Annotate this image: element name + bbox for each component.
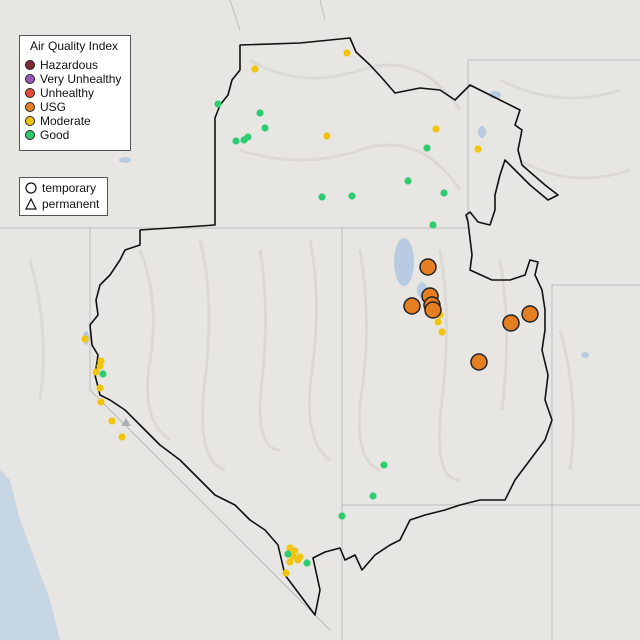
site-marker-27[interactable] — [108, 417, 116, 425]
usg-site-marker-4[interactable] — [424, 301, 442, 319]
site-marker-4[interactable] — [261, 124, 269, 132]
legend-item-hazardous: Hazardous — [25, 58, 98, 72]
site-marker-1[interactable] — [343, 49, 351, 57]
site-marker-18[interactable] — [438, 328, 446, 336]
monitor-type-legend: temporary permanent — [19, 177, 108, 216]
site-marker-31[interactable] — [338, 512, 346, 520]
circle-icon — [25, 182, 37, 194]
legend-item-good: Good — [25, 128, 69, 142]
usg-site-marker-5[interactable] — [502, 314, 520, 332]
site-marker-26[interactable] — [97, 398, 105, 406]
swatch-circle-icon — [25, 102, 35, 112]
usg-site-marker-6[interactable] — [521, 305, 539, 323]
site-marker-39[interactable] — [282, 569, 290, 577]
legend-label: Hazardous — [40, 58, 99, 72]
site-marker-23[interactable] — [92, 368, 100, 376]
site-marker-13[interactable] — [440, 189, 448, 197]
swatch-circle-icon — [25, 88, 35, 98]
legend-label: Moderate — [40, 114, 91, 128]
site-marker-25[interactable] — [96, 384, 104, 392]
site-marker-15[interactable] — [318, 193, 326, 201]
site-marker-8[interactable] — [323, 132, 331, 140]
swatch-circle-icon — [25, 74, 35, 84]
site-marker-0[interactable] — [251, 65, 259, 73]
site-marker-24[interactable] — [99, 370, 107, 378]
legend-label: Very Unhealthy — [40, 72, 122, 86]
site-marker-3[interactable] — [256, 109, 264, 117]
legend-label: USG — [40, 100, 67, 114]
site-marker-16[interactable] — [429, 221, 437, 229]
usg-site-marker-0[interactable] — [419, 258, 437, 276]
site-marker-20[interactable] — [81, 335, 89, 343]
site-marker-30[interactable] — [369, 492, 377, 500]
pacific-ocean — [0, 470, 60, 640]
swatch-circle-icon — [25, 116, 35, 126]
terrain-relief — [28, 58, 631, 482]
site-marker-9[interactable] — [432, 125, 440, 133]
legend-item-usg: USG — [25, 100, 66, 114]
site-marker-12[interactable] — [404, 177, 412, 185]
legend-label: Unhealthy — [40, 86, 95, 100]
site-marker-28[interactable] — [118, 433, 126, 441]
legend-label: Good — [40, 128, 70, 142]
legend-item-moderate: Moderate — [25, 114, 91, 128]
usg-site-marker-7[interactable] — [470, 353, 488, 371]
site-marker-7[interactable] — [244, 133, 252, 141]
site-marker-37[interactable] — [284, 550, 292, 558]
great-salt-lake — [394, 238, 414, 286]
legend-item-very-unhealthy: Very Unhealthy — [25, 72, 121, 86]
legend-item-temporary: temporary — [25, 181, 96, 195]
site-marker-22[interactable] — [96, 362, 104, 370]
site-marker-19[interactable] — [434, 318, 442, 326]
legend-label: permanent — [42, 197, 100, 211]
aqi-legend: Air Quality Index Hazardous Very Unhealt… — [19, 35, 131, 151]
site-marker-40[interactable] — [296, 553, 304, 561]
site-marker-14[interactable] — [348, 192, 356, 200]
site-marker-10[interactable] — [474, 145, 482, 153]
legend-label: temporary — [42, 181, 97, 195]
triangle-icon — [25, 198, 37, 210]
aqi-legend-title: Air Quality Index — [30, 39, 119, 53]
usg-site-marker-1[interactable] — [403, 297, 421, 315]
site-marker-29[interactable] — [380, 461, 388, 469]
monitoring-sites — [81, 49, 539, 577]
site-marker-11[interactable] — [423, 144, 431, 152]
region-boundary — [89, 37, 559, 616]
legend-item-unhealthy: Unhealthy — [25, 86, 94, 100]
site-marker-36[interactable] — [286, 558, 294, 566]
permanent-monitor-marker[interactable] — [121, 418, 131, 426]
swatch-circle-icon — [25, 130, 35, 140]
swatch-circle-icon — [25, 60, 35, 70]
site-marker-38[interactable] — [303, 559, 311, 567]
site-marker-5[interactable] — [232, 137, 240, 145]
site-marker-2[interactable] — [214, 100, 222, 108]
legend-item-permanent: permanent — [25, 197, 99, 211]
